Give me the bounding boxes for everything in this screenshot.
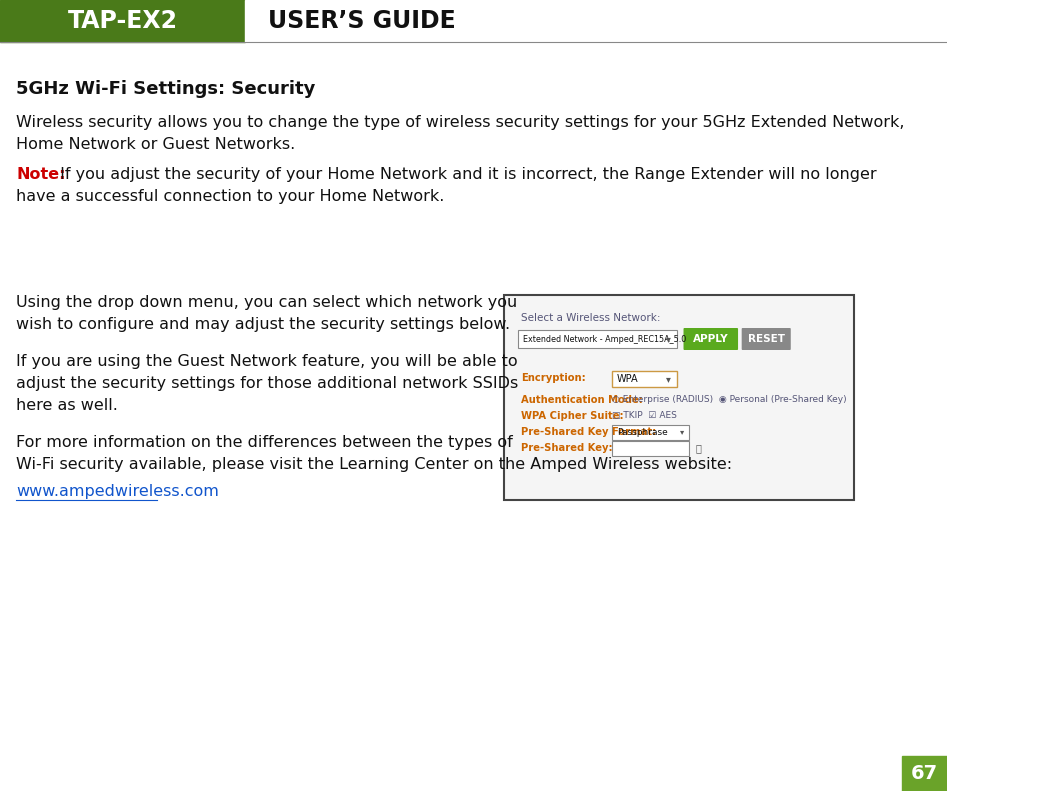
Text: ▾: ▾ — [666, 374, 670, 384]
FancyBboxPatch shape — [684, 328, 738, 350]
Text: ⚿: ⚿ — [695, 443, 701, 453]
Text: For more information on the differences between the types of: For more information on the differences … — [17, 435, 513, 450]
Text: www.ampedwireless.com: www.ampedwireless.com — [17, 484, 219, 499]
FancyBboxPatch shape — [742, 328, 791, 350]
Text: WPA: WPA — [617, 374, 639, 384]
Text: Wireless security allows you to change the type of wireless security settings fo: Wireless security allows you to change t… — [17, 115, 904, 130]
Text: ▾: ▾ — [679, 427, 684, 437]
Bar — [504, 295, 854, 500]
Text: Select a Wireless Network:: Select a Wireless Network: — [521, 313, 661, 323]
Text: Pre-Shared Key Format:: Pre-Shared Key Format: — [521, 427, 656, 437]
Bar — [246, 0, 947, 42]
Text: Using the drop down menu, you can select which network you: Using the drop down menu, you can select… — [17, 295, 518, 310]
Bar — [612, 441, 689, 456]
Text: Wi-Fi security available, please visit the Learning Center on the Amped Wireless: Wi-Fi security available, please visit t… — [17, 457, 733, 472]
Text: □ TKIP  ☑ AES: □ TKIP ☑ AES — [612, 411, 676, 420]
Text: WPA Cipher Suite:: WPA Cipher Suite: — [521, 411, 623, 421]
Text: Encryption:: Encryption: — [521, 373, 586, 383]
Text: USER’S GUIDE: USER’S GUIDE — [268, 9, 456, 33]
Bar — [612, 371, 677, 387]
Text: 67: 67 — [911, 764, 938, 783]
Text: If you are using the Guest Network feature, you will be able to: If you are using the Guest Network featu… — [17, 354, 518, 369]
Bar — [0, 0, 246, 42]
Text: Authentication Mode:: Authentication Mode: — [521, 395, 643, 405]
Text: Extended Network - Amped_REC15A_5.0: Extended Network - Amped_REC15A_5.0 — [523, 335, 686, 343]
Text: TAP-EX2: TAP-EX2 — [68, 9, 178, 33]
Text: have a successful connection to your Home Network.: have a successful connection to your Hom… — [17, 189, 445, 204]
Text: 5GHz Wi-Fi Settings: Security: 5GHz Wi-Fi Settings: Security — [17, 80, 316, 98]
Bar — [612, 425, 689, 440]
Text: APPLY: APPLY — [693, 334, 728, 344]
Text: ▾: ▾ — [666, 334, 670, 344]
Text: Home Network or Guest Networks.: Home Network or Guest Networks. — [17, 137, 296, 152]
Text: ○ Enterprise (RADIUS)  ◉ Personal (Pre-Shared Key): ○ Enterprise (RADIUS) ◉ Personal (Pre-Sh… — [612, 395, 846, 404]
Text: here as well.: here as well. — [17, 398, 118, 413]
Text: adjust the security settings for those additional network SSIDs: adjust the security settings for those a… — [17, 376, 519, 391]
Text: Passphrase: Passphrase — [617, 427, 668, 437]
Bar — [518, 330, 677, 348]
Bar — [901, 756, 947, 791]
Text: RESET: RESET — [748, 334, 785, 344]
Text: wish to configure and may adjust the security settings below.: wish to configure and may adjust the sec… — [17, 317, 511, 332]
Text: Note:: Note: — [17, 167, 66, 182]
Text: If you adjust the security of your Home Network and it is incorrect, the Range E: If you adjust the security of your Home … — [54, 167, 876, 182]
Text: Pre-Shared Key:: Pre-Shared Key: — [521, 443, 613, 453]
